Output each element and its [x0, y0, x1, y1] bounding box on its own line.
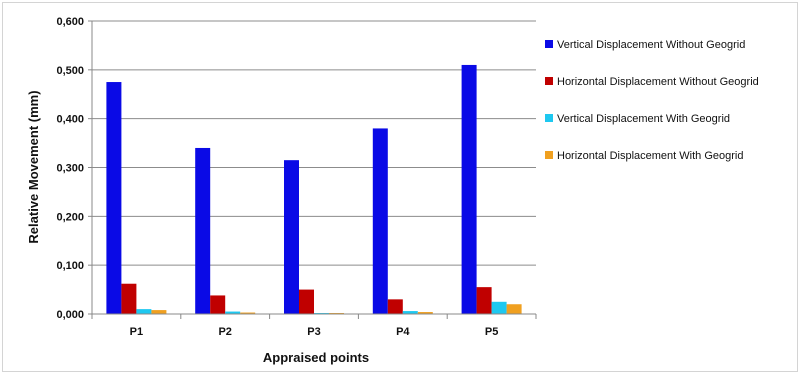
bar: [387, 299, 403, 314]
legend-label: Vertical Displacement With Geogrid: [557, 113, 730, 125]
y-tick-label: 0,100: [56, 260, 84, 272]
bar: [417, 312, 433, 314]
bar: [506, 304, 522, 314]
bar: [121, 283, 137, 314]
x-tick-label: P4: [396, 326, 410, 338]
legend-swatch: [545, 114, 553, 122]
legend-swatch: [545, 40, 553, 48]
bar: [476, 287, 492, 314]
bar: [136, 309, 152, 314]
legend-swatch: [545, 77, 553, 85]
bars: [106, 64, 522, 315]
bar: [402, 311, 418, 314]
bar: [151, 310, 167, 314]
x-tick-label: P1: [130, 326, 143, 338]
legend-label: Horizontal Displacement With Geogrid: [557, 150, 743, 162]
y-tick-label: 0,300: [56, 163, 84, 175]
y-tick-label: 0,200: [56, 211, 84, 223]
bar: [106, 82, 122, 315]
bar: [372, 128, 388, 314]
bar: [299, 289, 314, 314]
x-axis-title: Appraised points: [263, 350, 369, 365]
legend-label: Horizontal Displacement Without Geogrid: [557, 76, 759, 88]
legend-label: Vertical Displacement Without Geogrid: [557, 39, 745, 51]
x-tick-label: P2: [218, 326, 231, 338]
x-tick-label: P3: [307, 326, 320, 338]
y-tick-labels: 0,000 0,100 0,200 0,300 0,400 0,500 0,600: [56, 16, 92, 321]
bar: [461, 64, 477, 314]
y-tick-label: 0,400: [56, 114, 84, 126]
legend: Vertical Displacement Without Geogrid Hor…: [545, 39, 759, 162]
bar: [195, 147, 211, 314]
y-tick-label: 0,600: [56, 16, 84, 28]
bar: [284, 160, 299, 314]
bar: [491, 301, 507, 314]
bar: [210, 295, 226, 314]
x-tick-labels: P1 P2 P3 P4 P5: [91, 314, 537, 338]
bar: [240, 312, 256, 314]
legend-swatch: [545, 151, 553, 159]
bar: [225, 311, 241, 314]
x-tick-label: P5: [485, 326, 498, 338]
y-tick-label: 0,000: [56, 309, 84, 321]
y-tick-label: 0,500: [56, 65, 84, 77]
y-axis-title: Relative Movement (mm): [26, 90, 41, 243]
